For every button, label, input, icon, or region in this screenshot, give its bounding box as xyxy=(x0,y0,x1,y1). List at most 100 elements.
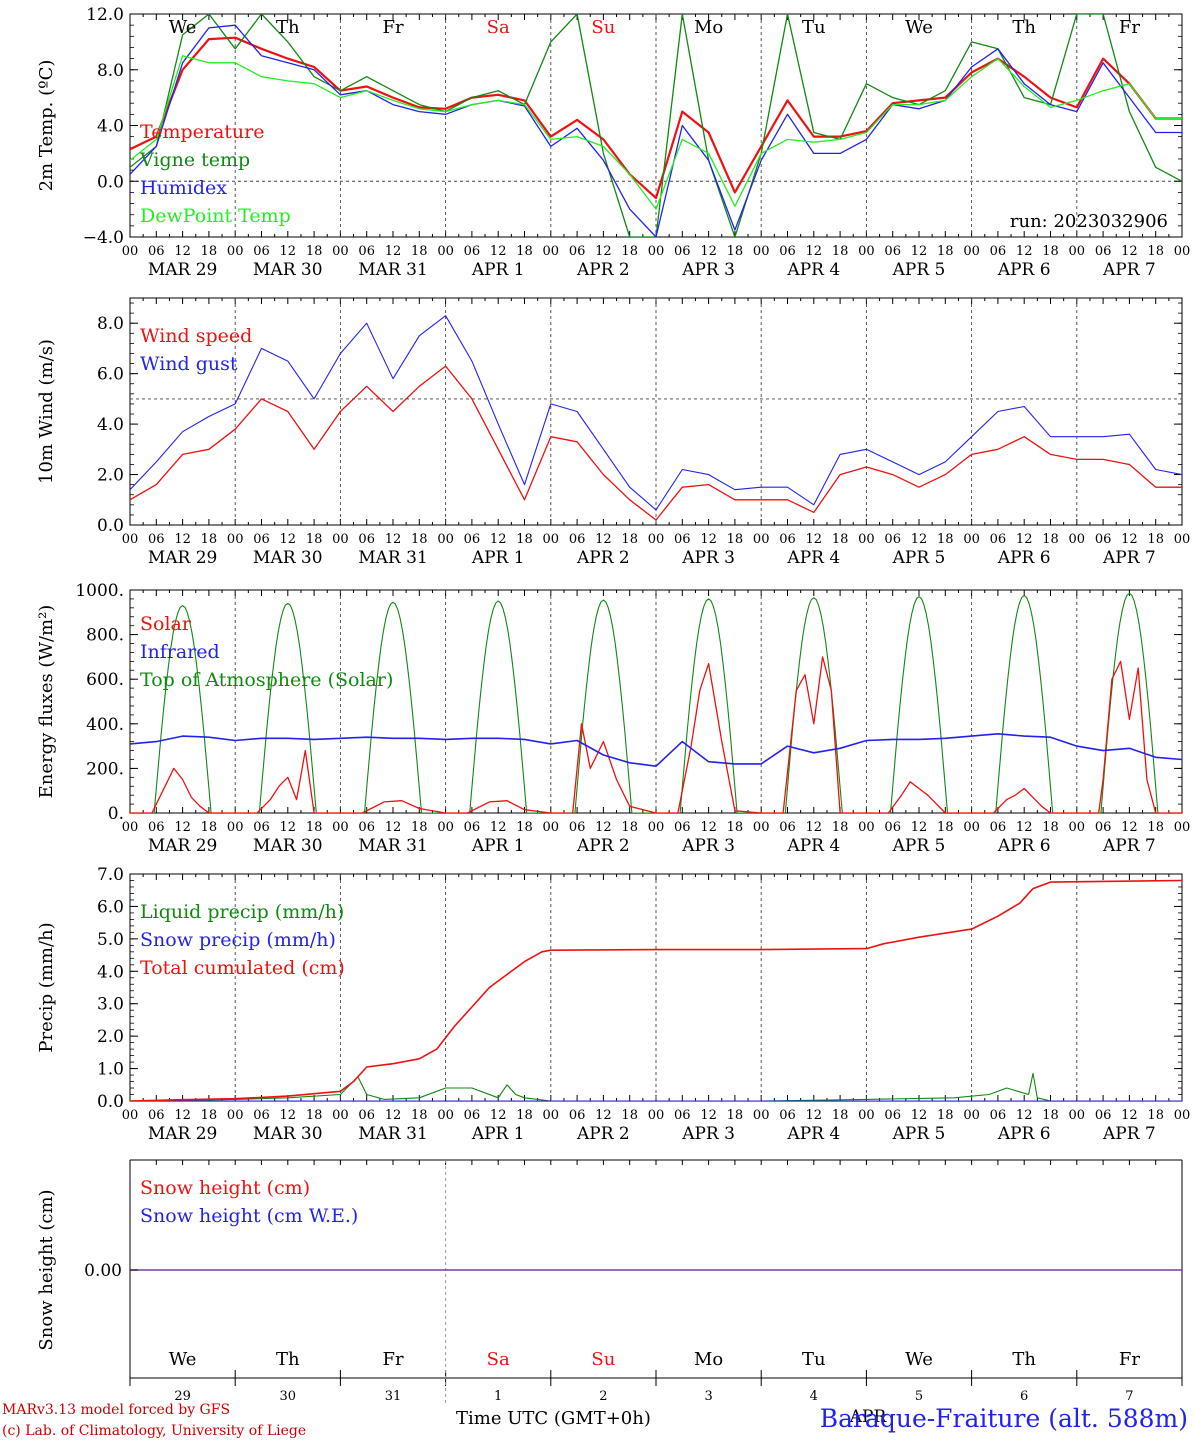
hour-tick-label: 12 xyxy=(806,1108,823,1123)
y-tick-label: 2.0 xyxy=(97,1027,124,1047)
date-label: APR 1 xyxy=(471,836,525,856)
series-line-vigne-temp xyxy=(130,14,1182,237)
hour-tick-label: 12 xyxy=(1016,532,1033,547)
hour-tick-label: 00 xyxy=(963,1108,980,1123)
y-tick-label: 600. xyxy=(86,670,124,690)
day-number-label: 2 xyxy=(599,1389,607,1404)
hour-tick-label: 18 xyxy=(306,820,323,835)
y-axis-title: 2m Temp. (ºC) xyxy=(36,60,57,192)
hour-tick-label: 00 xyxy=(963,820,980,835)
hour-tick-label: 06 xyxy=(569,820,586,835)
date-label: APR 3 xyxy=(681,260,735,280)
day-name-label: Fr xyxy=(382,17,403,38)
day-name-label: Tu xyxy=(802,17,826,38)
hour-tick-label: 12 xyxy=(1016,820,1033,835)
hour-tick-label: 06 xyxy=(884,532,901,547)
hour-tick-label: 18 xyxy=(832,1108,849,1123)
hour-tick-label: 18 xyxy=(1147,1108,1164,1123)
hour-tick-label: 18 xyxy=(1042,244,1059,259)
hour-tick-label: 00 xyxy=(963,532,980,547)
hour-tick-label: 00 xyxy=(1069,820,1086,835)
series-line-humidex xyxy=(130,24,1182,237)
hour-tick-label: 06 xyxy=(1095,532,1112,547)
hour-tick-label: 12 xyxy=(911,1108,928,1123)
hour-tick-label: 18 xyxy=(727,532,744,547)
hour-tick-label: 12 xyxy=(911,244,928,259)
day-name-label: We xyxy=(905,1349,933,1370)
hour-tick-label: 12 xyxy=(174,532,191,547)
hour-tick-label: 00 xyxy=(648,820,665,835)
date-label: APR 5 xyxy=(892,1124,946,1144)
hour-tick-label: 06 xyxy=(1095,820,1112,835)
day-name-label: Sa xyxy=(487,17,510,38)
date-label: APR 5 xyxy=(892,836,946,856)
date-label: APR 7 xyxy=(1102,548,1156,568)
y-tick-label: 5.0 xyxy=(97,930,124,950)
hour-tick-label: 18 xyxy=(516,244,533,259)
hour-tick-label: 00 xyxy=(753,820,770,835)
hour-tick-label: 18 xyxy=(201,244,218,259)
hour-tick-label: 00 xyxy=(227,532,244,547)
day-name-label: We xyxy=(905,17,933,38)
hour-tick-label: 18 xyxy=(1147,532,1164,547)
hour-tick-label: 06 xyxy=(148,1108,165,1123)
hour-tick-label: 00 xyxy=(858,532,875,547)
legend-entry: DewPoint Temp xyxy=(140,205,291,227)
y-tick-label: 8.0 xyxy=(97,61,124,81)
hour-tick-label: 18 xyxy=(1147,244,1164,259)
legend-entry: Temperature xyxy=(140,121,264,143)
hour-tick-label: 06 xyxy=(148,244,165,259)
panel-1: −4.0 0.0 4.0 8.0 12.0 2m Temp. (ºC) Temperatur… xyxy=(36,5,1183,248)
hour-tick-label: 12 xyxy=(280,1108,297,1123)
day-name-label: Th xyxy=(1012,1349,1036,1370)
hour-tick-label: 18 xyxy=(621,244,638,259)
date-label: APR 6 xyxy=(997,548,1051,568)
hour-tick-label: 12 xyxy=(806,244,823,259)
y-tick-label: 4.0 xyxy=(97,962,124,982)
hour-tick-label: 06 xyxy=(464,244,481,259)
date-label: APR 6 xyxy=(997,836,1051,856)
y-tick-label: 6.0 xyxy=(97,897,124,917)
footer-time-axis: Time UTC (GMT+0h) xyxy=(456,1408,651,1429)
y-tick-label: 4.0 xyxy=(97,117,124,137)
hour-tick-label: 00 xyxy=(227,1108,244,1123)
hour-tick-label: 12 xyxy=(1016,244,1033,259)
date-label: APR 1 xyxy=(471,260,525,280)
hour-tick-label: 12 xyxy=(595,532,612,547)
day-number-label: 3 xyxy=(704,1389,712,1404)
hour-tick-label: 12 xyxy=(1121,244,1138,259)
hour-tick-label: 18 xyxy=(727,244,744,259)
hour-tick-label: 12 xyxy=(806,532,823,547)
day-number-label: 31 xyxy=(385,1389,402,1404)
hour-tick-label: 00 xyxy=(122,1108,139,1123)
day-name-label: Su xyxy=(591,1349,615,1370)
y-tick-label: 0. xyxy=(108,804,124,824)
hour-tick-label: 12 xyxy=(490,1108,507,1123)
hour-tick-label: 12 xyxy=(280,820,297,835)
hour-tick-label: 18 xyxy=(937,820,954,835)
hour-tick-label: 12 xyxy=(174,1108,191,1123)
day-name-label: Fr xyxy=(382,1349,403,1370)
date-label: MAR 31 xyxy=(358,260,428,280)
date-label: APR 7 xyxy=(1102,1124,1156,1144)
date-label: MAR 31 xyxy=(358,548,428,568)
hour-tick-label: 18 xyxy=(411,532,428,547)
day-number-label: 29 xyxy=(174,1389,191,1404)
day-name-label: Fr xyxy=(1119,17,1140,38)
legend-entry: Solar xyxy=(140,613,192,635)
hour-tick-label: 18 xyxy=(1042,532,1059,547)
hour-tick-label: 18 xyxy=(937,244,954,259)
hour-tick-label: 06 xyxy=(253,820,270,835)
hour-tick-label: 06 xyxy=(990,820,1007,835)
day-name-label: We xyxy=(169,17,197,38)
hour-tick-label: 12 xyxy=(911,820,928,835)
day-number-label: 4 xyxy=(810,1389,818,1404)
day-name-label: Th xyxy=(1012,17,1036,38)
hour-tick-label: 06 xyxy=(884,820,901,835)
y-axis-title: Precip (mm/h) xyxy=(36,922,57,1052)
date-label: APR 4 xyxy=(786,836,840,856)
hour-tick-label: 06 xyxy=(464,1108,481,1123)
day-number-label: 30 xyxy=(280,1389,297,1404)
hour-tick-label: 00 xyxy=(1174,244,1191,259)
